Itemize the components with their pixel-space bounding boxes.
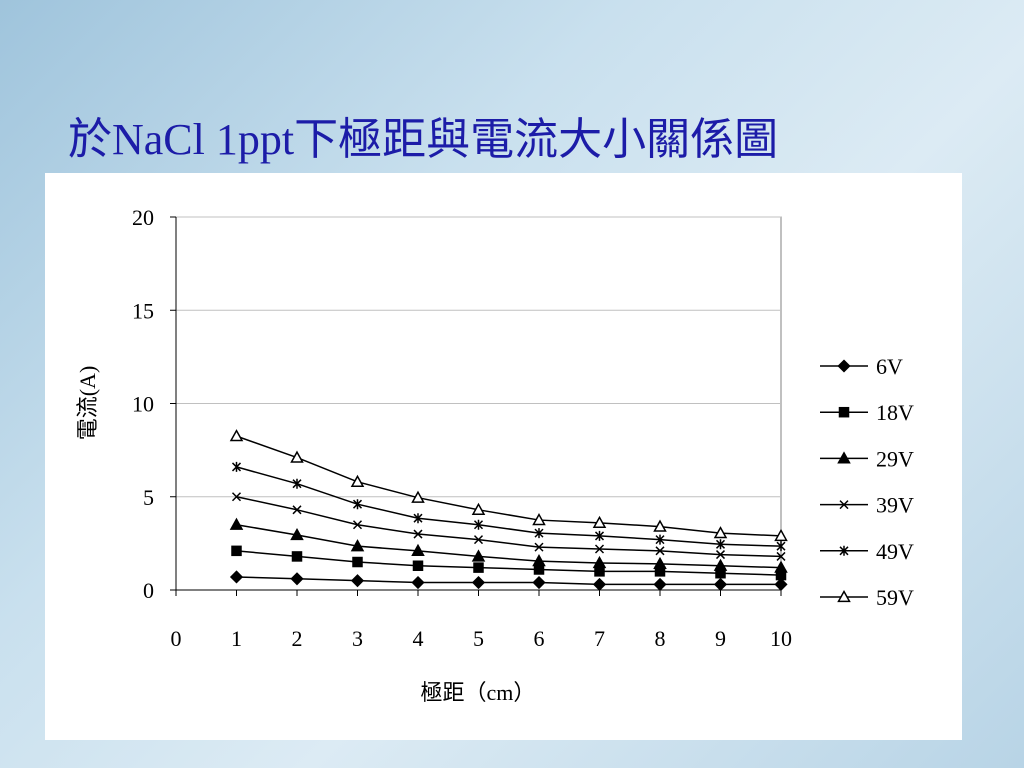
data-point xyxy=(413,529,423,539)
data-point xyxy=(350,539,365,552)
legend-marker xyxy=(837,359,851,373)
data-point xyxy=(229,429,244,442)
data-point xyxy=(291,551,303,562)
data-point xyxy=(471,575,486,590)
data-point xyxy=(473,519,484,530)
y-axis-label: 電流(A) xyxy=(75,366,100,441)
series-line xyxy=(236,435,782,537)
y-tick-label: 20 xyxy=(132,205,154,230)
x-tick-label: 2 xyxy=(292,626,303,651)
y-tick-label: 5 xyxy=(143,485,154,510)
chart-panel xyxy=(45,173,962,740)
data-point xyxy=(352,499,363,510)
data-point xyxy=(592,555,607,569)
legend-marker xyxy=(838,406,850,418)
data-point xyxy=(715,550,726,560)
x-tick-label: 1 xyxy=(231,626,242,651)
data-point xyxy=(411,490,425,503)
data-point xyxy=(594,544,605,554)
data-point xyxy=(594,566,605,577)
x-tick-label: 0 xyxy=(171,626,182,651)
data-point xyxy=(532,554,546,567)
chart-title: 於NaCl 1ppt下極距與電流大小關係圖 xyxy=(68,115,778,164)
x-tick-label: 10 xyxy=(770,626,792,651)
x-tick-label: 4 xyxy=(413,626,424,651)
data-point xyxy=(534,542,544,552)
series-line xyxy=(236,523,782,569)
data-point xyxy=(713,526,728,539)
data-point xyxy=(655,546,665,556)
legend-marker xyxy=(837,589,851,603)
x-tick-label: 7 xyxy=(594,626,605,651)
y-tick-label: 0 xyxy=(143,578,154,603)
series-line xyxy=(236,550,782,576)
series-line xyxy=(236,496,782,558)
data-point xyxy=(352,520,363,530)
x-axis-label: 極距（cm） xyxy=(421,680,536,705)
data-point xyxy=(653,519,667,532)
data-point xyxy=(473,535,484,545)
data-point xyxy=(231,492,242,502)
data-point xyxy=(229,570,244,584)
data-point xyxy=(290,450,304,463)
x-tick-label: 6 xyxy=(534,626,545,651)
x-tick-label: 9 xyxy=(715,626,726,651)
legend-label: 29V xyxy=(876,446,914,471)
data-point xyxy=(532,513,546,526)
data-point xyxy=(231,461,242,472)
data-point xyxy=(592,515,607,529)
data-point xyxy=(290,527,304,541)
data-point xyxy=(533,564,545,575)
data-point xyxy=(592,577,607,591)
y-tick-label: 15 xyxy=(132,298,154,323)
data-point xyxy=(774,560,788,573)
series-line xyxy=(236,576,781,586)
data-point xyxy=(471,502,486,515)
data-point xyxy=(352,556,363,568)
data-point xyxy=(776,551,786,561)
y-tick-label: 10 xyxy=(132,392,154,417)
data-point xyxy=(532,575,546,590)
data-point xyxy=(713,577,728,591)
data-point xyxy=(594,530,605,541)
data-point xyxy=(655,534,665,545)
data-point xyxy=(471,549,486,562)
legend-label: 39V xyxy=(876,493,914,518)
data-point xyxy=(774,577,788,591)
data-point xyxy=(413,513,423,524)
data-point xyxy=(715,539,726,550)
x-tick-label: 3 xyxy=(352,626,363,651)
legend-marker xyxy=(839,545,849,556)
data-point xyxy=(350,474,365,487)
data-point xyxy=(290,572,304,586)
x-tick-label: 5 xyxy=(473,626,484,651)
legend-label: 49V xyxy=(876,539,914,564)
data-point xyxy=(653,577,667,591)
data-point xyxy=(292,505,302,515)
x-tick-label: 8 xyxy=(655,626,666,651)
data-point xyxy=(653,556,667,570)
legend-label: 59V xyxy=(876,585,914,610)
legend-marker xyxy=(839,500,849,510)
legend-label: 18V xyxy=(876,400,914,425)
data-point xyxy=(292,478,302,489)
legend-label: 6V xyxy=(876,354,903,379)
series-line xyxy=(236,466,782,547)
data-point xyxy=(774,528,788,542)
data-point xyxy=(534,528,544,539)
data-point xyxy=(350,574,365,588)
data-point xyxy=(229,517,244,530)
legend-marker xyxy=(837,451,851,464)
data-point xyxy=(411,575,425,590)
data-point xyxy=(412,560,424,572)
data-point xyxy=(776,541,786,552)
data-point xyxy=(713,558,728,571)
data-point xyxy=(411,543,425,556)
data-point xyxy=(231,545,242,557)
data-point xyxy=(473,562,484,573)
